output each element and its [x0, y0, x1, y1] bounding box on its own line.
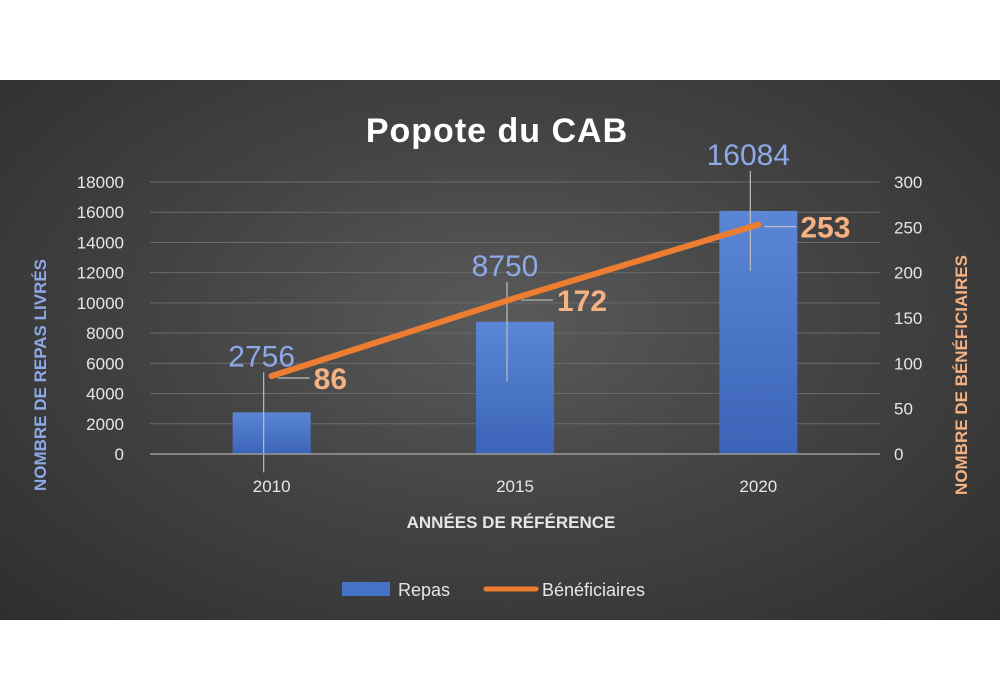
right-axis-title: NOMBRE DE BÉNÉFICIAIRES [952, 255, 971, 495]
left-tick-label: 6000 [86, 354, 124, 373]
bar-repas [232, 412, 311, 454]
data-label-beneficiaires: 253 [800, 212, 850, 245]
left-tick-label: 0 [115, 445, 124, 464]
left-tick-label: 12000 [77, 264, 124, 283]
right-tick-label: 200 [894, 264, 922, 283]
left-axis-title: NOMBRE DE REPAS LIVRÉS [31, 259, 50, 491]
bar-repas [476, 321, 554, 454]
left-tick-label: 18000 [77, 173, 124, 192]
point-beneficiaires [755, 221, 762, 228]
legend-item-beneficiaires[interactable]: Bénéficiaires [483, 580, 645, 600]
chart-title: Popote du CAB [366, 112, 628, 150]
line-series-beneficiaires [268, 221, 762, 380]
legend: Repas Bénéficiaires [342, 580, 645, 600]
point-beneficiaires [268, 373, 275, 380]
data-labels: 2756 8750 16084 86 172 253 [228, 139, 850, 396]
x-tick-label: 2010 [253, 477, 291, 496]
left-tick-label: 14000 [77, 233, 124, 252]
axes: 0200040006000800010000120001400016000180… [77, 173, 923, 496]
right-tick-label: 250 [894, 218, 922, 237]
legend-label-beneficiaires: Bénéficiaires [542, 580, 645, 600]
right-tick-label: 0 [894, 445, 903, 464]
data-label-beneficiaires: 172 [557, 285, 607, 318]
left-tick-label: 8000 [86, 324, 124, 343]
data-label-repas: 8750 [472, 250, 539, 283]
legend-label-repas: Repas [398, 580, 450, 600]
legend-item-repas[interactable]: Repas [342, 580, 450, 600]
point-beneficiaires [512, 295, 518, 302]
right-tick-label: 300 [894, 173, 922, 192]
x-tick-label: 2015 [496, 477, 534, 496]
right-tick-label: 100 [894, 354, 922, 373]
bar-series-repas [232, 210, 798, 454]
chart-panel: 2756 8750 16084 86 172 253 0 2000 4000 6000 8000 1… [0, 80, 1000, 620]
x-axis-title: ANNÉES DE RÉFÉRENCE [407, 513, 616, 532]
data-label-beneficiaires: 86 [314, 363, 347, 396]
data-label-repas: 2756 [228, 340, 295, 373]
left-tick-label: 2000 [86, 415, 124, 434]
legend-swatch-repas [342, 582, 390, 596]
data-label-repas: 16084 [707, 139, 790, 172]
left-tick-label: 16000 [77, 203, 124, 222]
right-tick-label: 150 [894, 309, 922, 328]
bar-repas [719, 210, 798, 454]
left-tick-label: 4000 [86, 385, 124, 404]
left-tick-label: 10000 [77, 294, 124, 313]
x-tick-label: 2020 [739, 477, 777, 496]
right-tick-label: 50 [894, 400, 913, 419]
